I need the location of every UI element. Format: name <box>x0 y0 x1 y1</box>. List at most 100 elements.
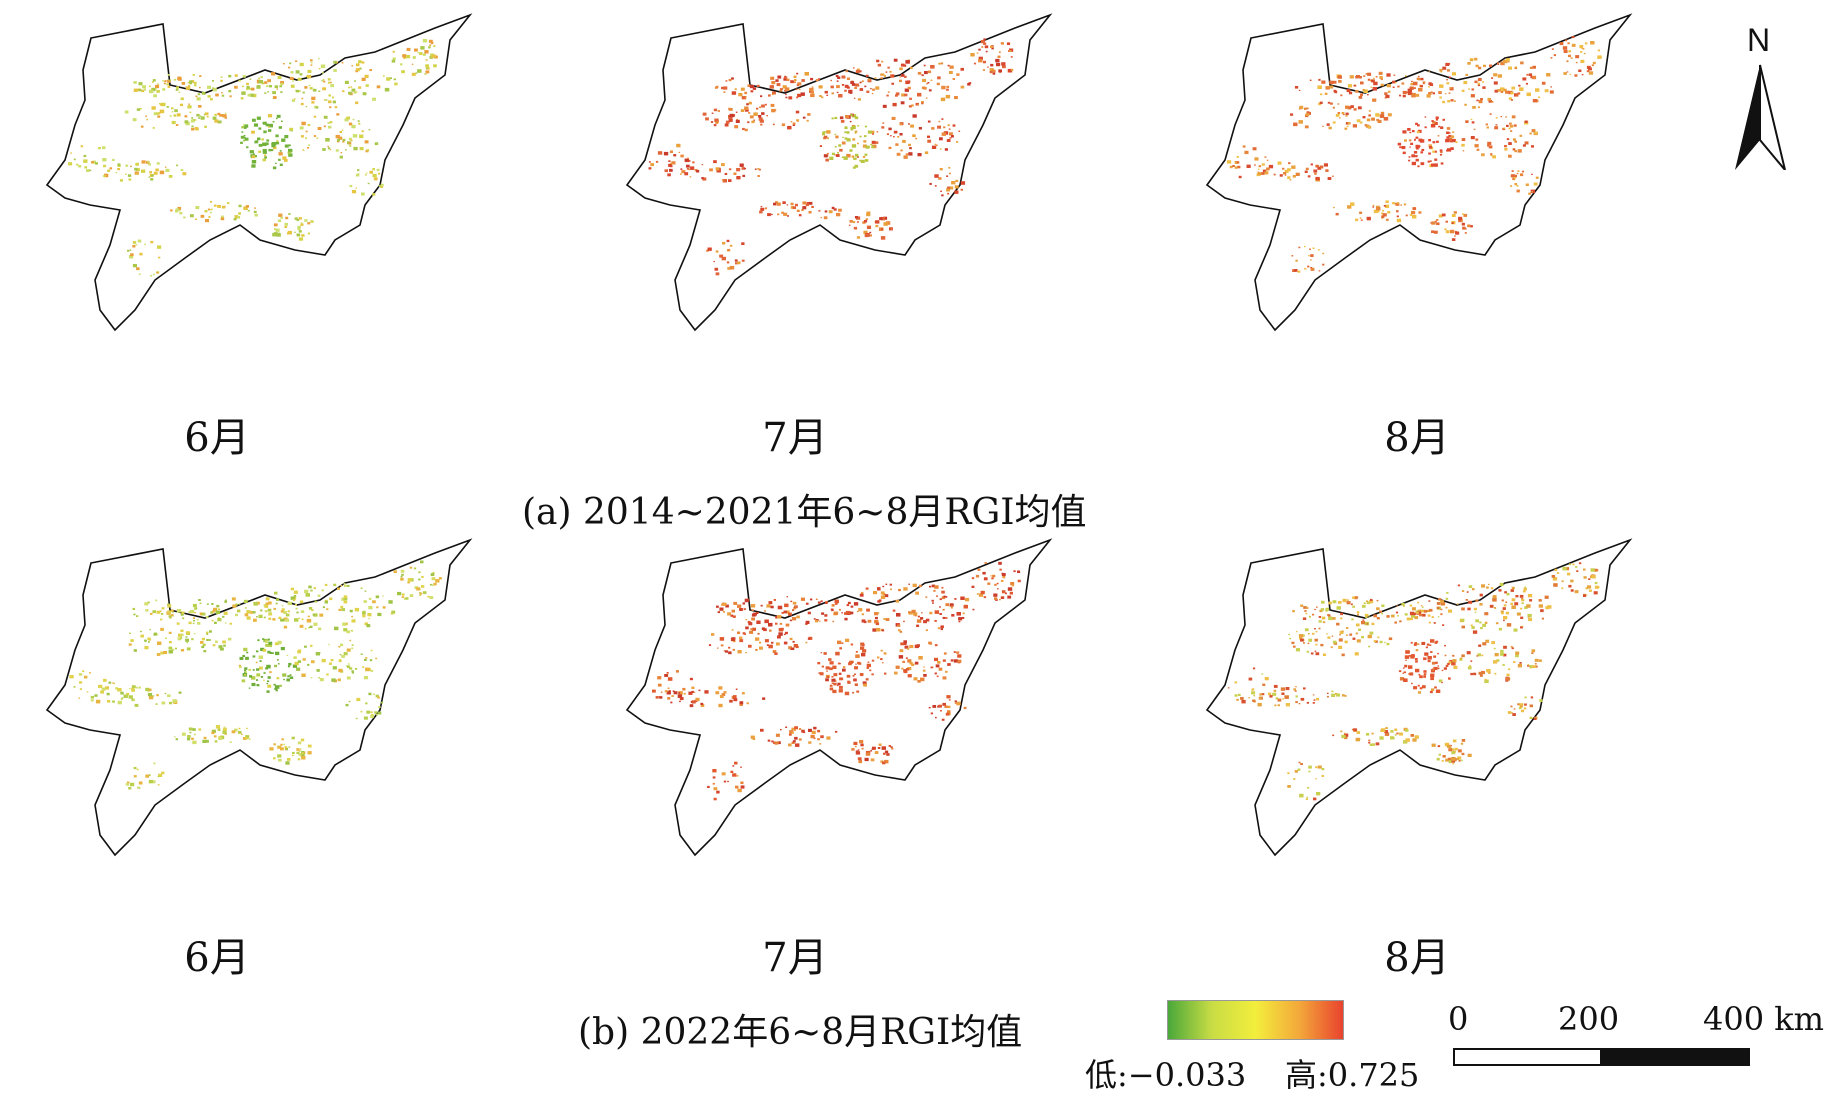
rgi-pixel <box>300 738 305 742</box>
rgi-pixel <box>341 597 346 601</box>
rgi-pixel <box>1481 584 1486 588</box>
rgi-pixel <box>1287 785 1291 788</box>
rgi-pixel <box>1259 693 1263 696</box>
rgi-pixel <box>759 646 763 650</box>
rgi-pixel <box>1299 637 1302 640</box>
rgi-pixel <box>221 205 226 209</box>
rgi-pixel <box>708 644 712 646</box>
rgi-pixel <box>1515 94 1519 97</box>
rgi-pixel <box>953 651 956 653</box>
rgi-pixel <box>859 135 862 138</box>
rgi-pixel <box>947 705 951 709</box>
rgi-pixel <box>930 712 933 715</box>
rgi-pixel <box>109 167 113 170</box>
rgi-pixel <box>1289 637 1291 640</box>
map-b-august <box>1205 538 1633 857</box>
rgi-pixel <box>1305 113 1310 116</box>
rgi-pixel <box>952 124 956 127</box>
rgi-pixel <box>1343 732 1346 734</box>
rgi-pixel <box>1535 176 1539 179</box>
rgi-pixel <box>156 653 161 656</box>
rgi-pixel <box>1423 609 1428 613</box>
rgi-pixel <box>252 93 257 98</box>
rgi-pixel <box>284 747 288 751</box>
rgi-pixel <box>297 225 301 229</box>
rgi-pixel <box>382 595 384 597</box>
rgi-pixel <box>840 677 844 680</box>
rgi-pixel <box>1576 570 1579 572</box>
rgi-pixel <box>315 106 319 109</box>
rgi-pixel <box>811 205 814 208</box>
rgi-pixel <box>374 142 379 146</box>
rgi-pixel <box>1327 101 1331 104</box>
rgi-pixel <box>1448 92 1451 94</box>
rgi-pixel <box>1434 220 1437 223</box>
rgi-pixel <box>370 649 373 652</box>
rgi-pixel <box>435 579 440 583</box>
rgi-pixel <box>841 75 846 79</box>
rgi-pixel <box>176 622 180 625</box>
rgi-pixel <box>732 765 735 767</box>
rgi-pixel <box>1470 225 1473 228</box>
rgi-pixel <box>846 131 850 134</box>
rgi-pixel <box>1516 172 1519 175</box>
rgi-pixel <box>1524 703 1527 706</box>
rgi-pixel <box>250 676 256 680</box>
rgi-pixel <box>125 164 129 167</box>
rgi-pixel <box>766 115 768 117</box>
rgi-pixel <box>1229 165 1233 169</box>
rgi-pixel <box>1458 216 1463 221</box>
rgi-pixel <box>788 733 792 736</box>
rgi-pixel <box>1360 93 1363 96</box>
rgi-pixel <box>859 81 862 84</box>
rgi-pixel <box>89 672 91 674</box>
rgi-pixel <box>771 93 774 96</box>
rgi-pixel <box>857 757 862 761</box>
rgi-pixel <box>790 80 794 84</box>
rgi-pixel <box>947 64 950 67</box>
rgi-pixel <box>195 206 200 210</box>
rgi-pixel <box>1299 105 1304 109</box>
rgi-pixel <box>189 731 192 734</box>
rgi-pixel <box>82 670 85 673</box>
rgi-pixel <box>151 174 154 177</box>
rgi-pixel <box>911 104 914 107</box>
rgi-pixel <box>213 735 217 738</box>
rgi-pixel <box>1340 617 1343 620</box>
rgi-pixel <box>316 669 320 672</box>
rgi-pixel <box>918 584 922 588</box>
rgi-pixel <box>1524 696 1527 699</box>
rgi-pixel <box>650 163 654 167</box>
rgi-pixel <box>431 584 434 586</box>
rgi-pixel <box>1593 591 1598 595</box>
rgi-pixel <box>747 121 750 124</box>
map-b-june <box>45 538 473 857</box>
rgi-pixel <box>210 98 213 101</box>
rgi-pixel <box>128 178 132 181</box>
rgi-pixel <box>296 667 301 671</box>
rgi-pixel <box>1549 90 1554 94</box>
rgi-pixel <box>288 746 291 748</box>
rgi-pixel <box>362 613 365 616</box>
rgi-pixel <box>375 657 378 660</box>
rgi-pixel <box>1264 156 1267 158</box>
rgi-pixel <box>196 619 199 621</box>
rgi-pixel <box>978 48 981 51</box>
rgi-pixel <box>295 89 300 93</box>
rgi-pixel <box>680 168 683 170</box>
rgi-pixel <box>1327 177 1332 180</box>
rgi-pixel <box>1485 123 1488 126</box>
rgi-pixel <box>256 668 260 671</box>
rgi-pixel <box>908 583 910 585</box>
rgi-pixel <box>849 660 853 664</box>
rgi-pixel <box>880 591 885 595</box>
rgi-pixel <box>761 112 765 115</box>
rgi-pixel <box>1477 78 1482 82</box>
rgi-pixel <box>768 644 773 649</box>
rgi-pixel <box>299 624 304 628</box>
scale-label-0: 0 <box>1448 1000 1469 1038</box>
rgi-pixel <box>789 619 792 622</box>
rgi-pixel <box>900 63 905 67</box>
rgi-pixel <box>365 657 368 659</box>
rgi-pixel <box>905 657 908 659</box>
